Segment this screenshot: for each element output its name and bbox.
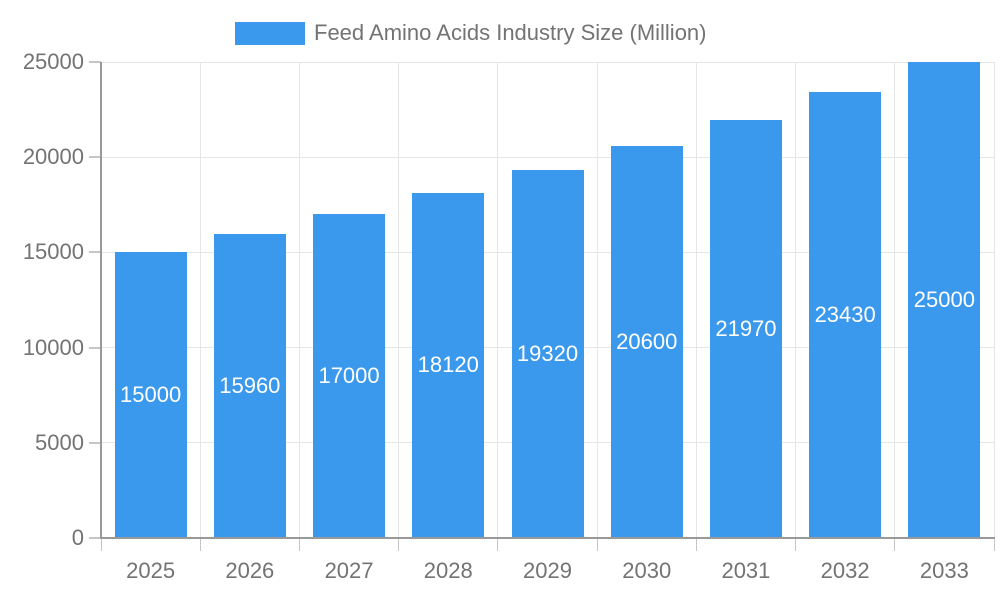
y-tick-label: 25000 [22, 49, 84, 74]
y-tick-mark [89, 346, 101, 349]
bar-2026[interactable] [213, 234, 286, 537]
bar-2025[interactable] [114, 252, 187, 537]
x-tick-mark [199, 539, 201, 551]
x-tick-label: 2027 [324, 558, 374, 583]
bar-2029[interactable] [511, 170, 584, 537]
gridline [101, 61, 994, 63]
bar-value-label: 18120 [417, 352, 479, 378]
legend-label: Feed Amino Acids Industry Size (Million) [314, 20, 707, 45]
gridline [199, 62, 201, 538]
bar-value-label: 19320 [516, 341, 579, 367]
y-axis-line [100, 62, 102, 539]
x-tick-mark [596, 539, 598, 551]
bar-value-label: 15000 [120, 382, 182, 408]
gridline [101, 156, 994, 158]
gridline [497, 62, 499, 538]
y-tick-label: 20000 [22, 144, 84, 170]
bar-2032[interactable] [809, 91, 882, 537]
bar-2031[interactable] [709, 119, 782, 537]
x-tick-mark [100, 539, 102, 551]
bar-value-label: 21970 [715, 315, 777, 341]
bar-value-label: 23430 [814, 301, 876, 327]
x-tick-mark [695, 539, 697, 551]
bar-2033[interactable] [908, 62, 981, 537]
x-tick-label: 2029 [523, 558, 572, 583]
gridline [398, 62, 400, 538]
gridline [894, 62, 896, 538]
bar-2030[interactable] [610, 145, 683, 537]
x-axis-line [101, 537, 995, 539]
x-tick-label: 2025 [126, 558, 176, 583]
y-tick-mark [89, 251, 101, 254]
x-tick-mark [993, 539, 995, 551]
x-tick-label: 2032 [820, 558, 870, 583]
x-tick-label: 2033 [919, 558, 969, 583]
x-tick-mark [795, 539, 797, 551]
bar-2027[interactable] [313, 214, 386, 537]
legend-swatch [235, 21, 305, 45]
y-tick-label: 0 [71, 525, 84, 550]
x-tick-mark [298, 539, 300, 551]
y-tick-mark [89, 537, 101, 539]
y-tick-mark [89, 441, 101, 444]
bar-value-label: 25000 [913, 287, 975, 312]
y-tick-mark [89, 61, 101, 63]
x-tick-mark [497, 539, 499, 551]
bar-value-label: 17000 [318, 363, 380, 389]
bar-2028[interactable] [412, 192, 485, 537]
bar-value-label: 15960 [219, 373, 281, 399]
x-tick-label: 2026 [225, 558, 275, 583]
x-tick-label: 2028 [423, 558, 473, 583]
chart-legend[interactable]: Feed Amino Acids Industry Size (Million) [235, 20, 707, 46]
y-tick-label: 10000 [22, 334, 84, 360]
gridline [298, 62, 300, 538]
gridline [695, 62, 697, 538]
x-tick-mark [894, 539, 896, 551]
y-tick-label: 15000 [22, 239, 84, 265]
y-tick-label: 5000 [35, 429, 84, 455]
x-tick-mark [398, 539, 400, 551]
bar-value-label: 20600 [616, 328, 678, 354]
gridline [795, 62, 797, 538]
gridline [993, 62, 995, 538]
y-tick-mark [89, 156, 101, 159]
x-tick-label: 2030 [622, 558, 672, 583]
gridline [596, 62, 598, 538]
x-tick-label: 2031 [721, 558, 771, 583]
